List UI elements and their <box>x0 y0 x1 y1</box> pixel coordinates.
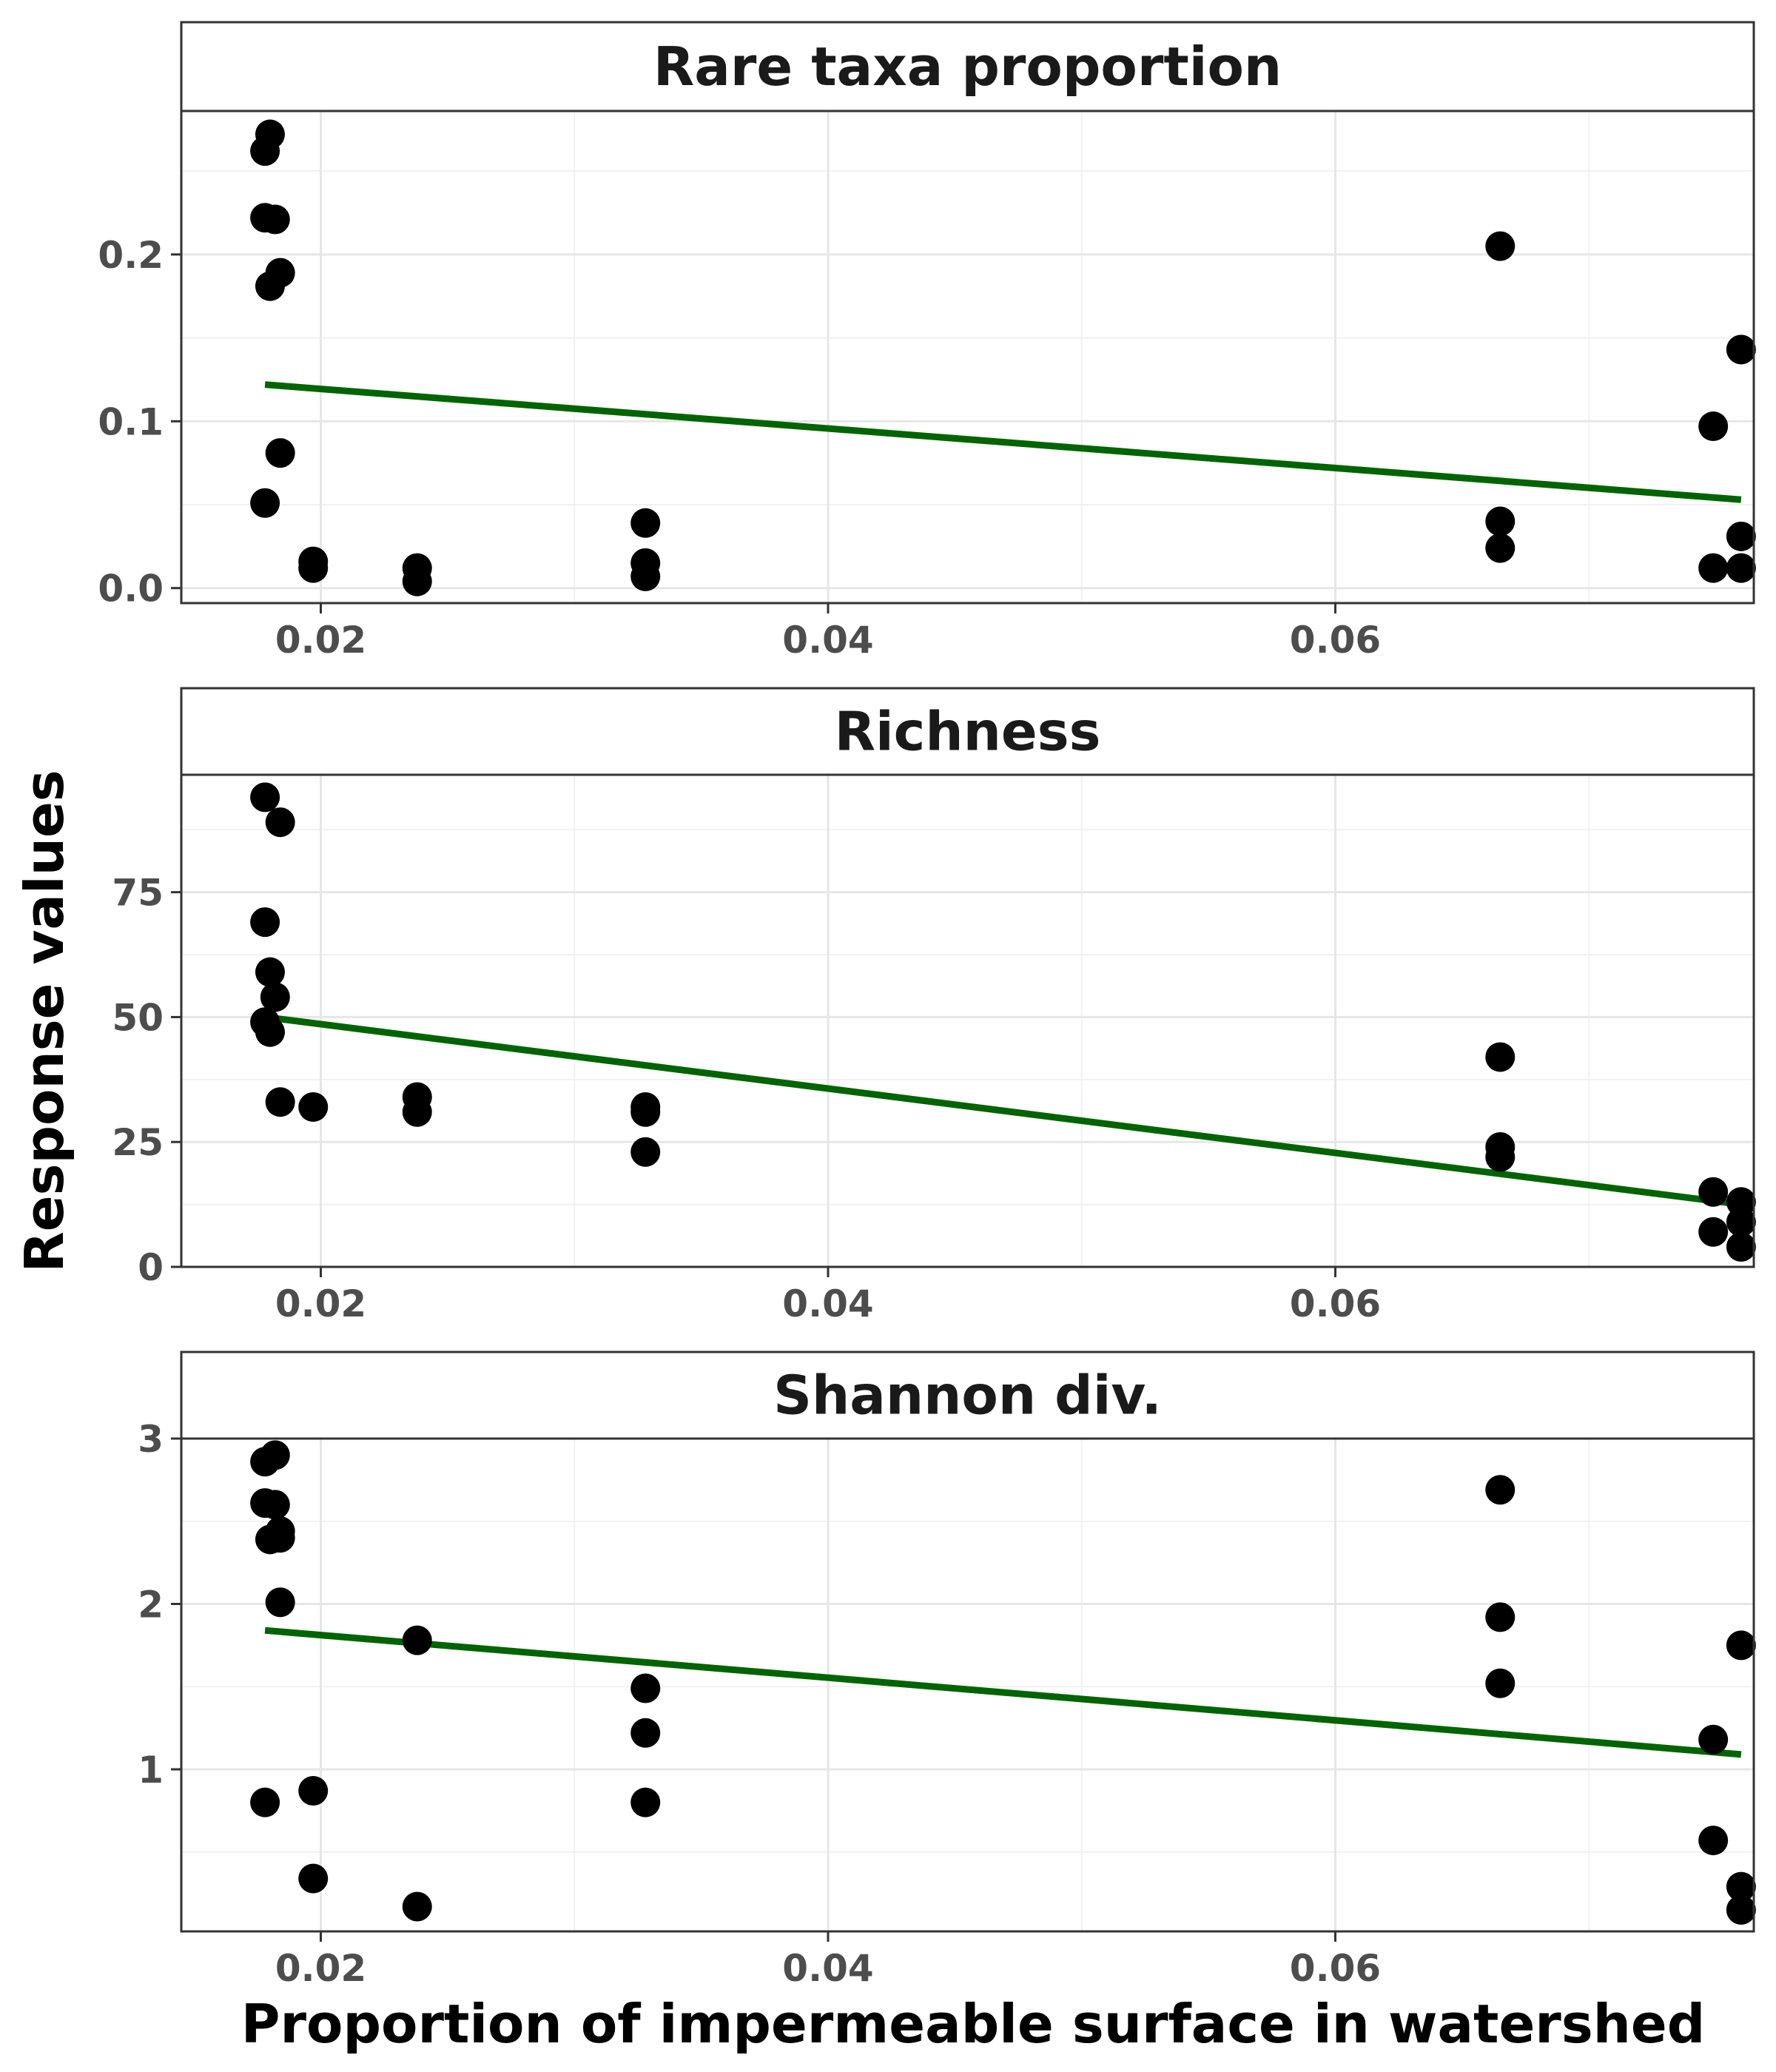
data-point <box>260 204 290 235</box>
panels-layer: Rare taxa proportion 0.0 0.1 0.2 0.02 0.04 0.0… <box>98 21 1756 1990</box>
data-point <box>1726 1871 1756 1902</box>
y-tick-label: 0.1 <box>98 400 164 443</box>
data-point <box>255 1017 285 1047</box>
data-point <box>1726 1630 1756 1661</box>
data-point <box>630 1673 661 1703</box>
plot-background <box>181 775 1754 1267</box>
data-point <box>265 438 295 468</box>
fit-line <box>264 381 1742 503</box>
data-point <box>630 1097 661 1127</box>
data-point <box>1698 1217 1729 1247</box>
facet-title: Shannon div. <box>773 1365 1162 1427</box>
x-tick-label: 0.06 <box>1290 1282 1381 1325</box>
data-point <box>1485 1602 1516 1632</box>
data-point <box>1698 1826 1729 1856</box>
data-point <box>265 1087 295 1117</box>
data-point <box>1485 1142 1516 1172</box>
data-point <box>250 488 280 518</box>
data-point <box>1726 1207 1756 1237</box>
data-point <box>1726 521 1756 551</box>
x-tick-label: 0.02 <box>275 619 366 662</box>
data-point <box>402 566 432 596</box>
panel-1: Rare taxa proportion 0.0 0.1 0.2 0.02 0.04 0.0… <box>98 21 1756 662</box>
facet-strip <box>180 1350 1755 1440</box>
x-tick-label: 0.02 <box>275 1282 366 1325</box>
data-point <box>255 271 285 301</box>
y-axis-title: Response values <box>13 770 75 1272</box>
facet-title: Richness <box>835 701 1101 763</box>
data-point <box>1726 1231 1756 1262</box>
y-tick-label: 0 <box>138 1246 164 1289</box>
x-tick-label: 0.04 <box>782 619 873 662</box>
data-point <box>250 1787 280 1817</box>
data-point <box>402 1625 432 1655</box>
data-point <box>265 1587 295 1618</box>
data-point <box>1726 334 1756 365</box>
x-axis-title: Proportion of impermeable surface in wat… <box>241 1993 1706 2055</box>
data-point <box>1726 1894 1756 1925</box>
plot-background <box>181 1439 1754 1931</box>
data-point <box>260 1490 290 1520</box>
x-tick-label: 0.06 <box>1290 619 1381 662</box>
data-point <box>402 1891 432 1922</box>
data-point <box>1485 506 1516 536</box>
data-point <box>630 1137 661 1167</box>
y-tick-label: 0.2 <box>98 234 164 277</box>
y-tick-label: 75 <box>112 872 164 915</box>
y-tick-label: 3 <box>138 1418 164 1461</box>
x-tick-label: 0.04 <box>782 1282 873 1325</box>
data-point <box>1485 1475 1516 1505</box>
data-point <box>1698 411 1729 442</box>
fit-line <box>264 1627 1742 1758</box>
data-point <box>1698 1177 1729 1207</box>
data-point <box>402 1097 432 1127</box>
x-tick-label: 0.02 <box>275 1947 366 1990</box>
data-point <box>260 1440 290 1470</box>
facet-strip <box>180 687 1755 776</box>
data-point <box>298 1092 329 1122</box>
x-tick-label: 0.04 <box>782 1947 873 1990</box>
data-point <box>250 782 280 813</box>
data-point <box>255 119 285 149</box>
y-tick-label: 2 <box>138 1583 164 1626</box>
facet-strip <box>180 21 1755 112</box>
data-point <box>1485 1042 1516 1072</box>
data-point <box>630 1787 661 1817</box>
data-point <box>630 508 661 538</box>
x-tick-label: 0.06 <box>1290 1947 1381 1990</box>
data-point <box>630 561 661 591</box>
data-point <box>630 1718 661 1748</box>
data-point <box>250 907 280 938</box>
data-point <box>298 553 329 583</box>
data-point <box>265 807 295 838</box>
data-point <box>1485 231 1516 261</box>
data-point <box>298 1863 329 1894</box>
data-point <box>1698 553 1729 583</box>
data-point <box>1485 533 1516 563</box>
data-point <box>255 957 285 987</box>
y-tick-label: 1 <box>138 1749 164 1792</box>
y-tick-label: 50 <box>112 996 164 1039</box>
panel-2: Richness 0 25 50 75 0.02 0.04 0.06 <box>112 687 1756 1325</box>
y-tick-label: 25 <box>112 1121 164 1164</box>
y-tick-label: 0.0 <box>98 568 164 610</box>
panel-3: Shannon div. 1 2 3 0.02 0.04 0.06 <box>138 1350 1756 1990</box>
facet-title: Rare taxa proportion <box>653 36 1282 98</box>
data-point <box>1726 553 1756 583</box>
plot-background <box>181 111 1754 603</box>
data-point <box>260 982 290 1012</box>
data-point <box>298 1776 329 1806</box>
data-point <box>1485 1668 1516 1698</box>
data-point <box>1698 1724 1729 1755</box>
fit-line <box>264 1013 1742 1208</box>
data-point <box>265 1523 295 1553</box>
